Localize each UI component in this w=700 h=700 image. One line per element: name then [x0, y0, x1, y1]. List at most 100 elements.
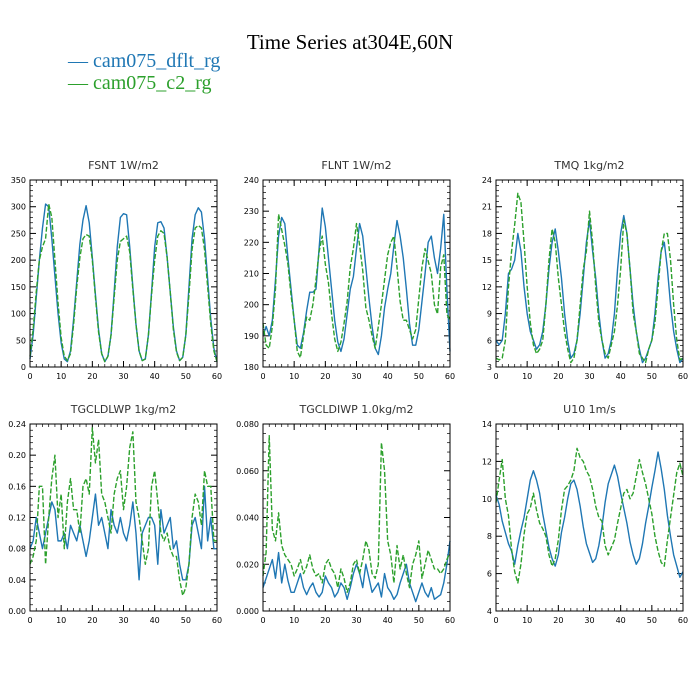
y-tick-label: 0.00: [8, 607, 26, 616]
x-tick-label: 50: [647, 372, 657, 381]
plot-frame: [29, 423, 218, 612]
plot-frame: [262, 179, 451, 368]
y-tick-label: 9: [487, 310, 492, 319]
y-tick-label: 50: [16, 336, 26, 345]
plot-frame: [495, 423, 684, 612]
plot-frame: [495, 179, 684, 368]
y-tick-label: 250: [11, 229, 26, 238]
y-tick-label: 0.08: [8, 545, 26, 554]
x-tick-label: 20: [553, 372, 563, 381]
series-line-2: [29, 427, 217, 597]
y-tick-label: 230: [244, 207, 259, 216]
x-tick-label: 0: [27, 616, 32, 625]
x-tick-label: 60: [445, 616, 455, 625]
y-tick-label: 8: [487, 532, 492, 541]
x-tick-label: 30: [351, 372, 361, 381]
x-tick-label: 50: [647, 616, 657, 625]
panel-title: U10 1m/s: [563, 403, 616, 416]
panel-4: TGCLDLWP 1kg/m2 0 10 20 30 40 50 60 0.00 0.04 0.08…: [8, 403, 222, 625]
x-tick-label: 50: [181, 616, 191, 625]
y-tick-label: 210: [244, 270, 259, 279]
y-tick-label: 14: [482, 420, 492, 429]
x-tick-label: 30: [584, 372, 594, 381]
series-line-1: [262, 540, 451, 603]
y-tick-label: 3: [487, 363, 492, 372]
x-tick-label: 60: [445, 372, 455, 381]
x-tick-label: 50: [181, 372, 191, 381]
y-tick-label: 0.060: [236, 467, 259, 476]
panel-1: FSNT 1W/m2 0 10 20 30 40 50 60 0 50 100 150 200 250 30…: [11, 159, 222, 381]
y-tick-label: 18: [482, 229, 492, 238]
y-tick-label: 300: [11, 203, 26, 212]
y-tick-label: 240: [244, 176, 259, 185]
series-line-1: [495, 451, 684, 579]
y-tick-label: 21: [482, 203, 492, 212]
x-tick-label: 0: [260, 616, 265, 625]
x-tick-label: 20: [87, 616, 97, 625]
series-line-1: [29, 485, 217, 581]
y-tick-label: 100: [11, 310, 26, 319]
x-tick-label: 40: [616, 616, 626, 625]
x-tick-label: 40: [150, 372, 160, 381]
y-tick-label: 0.040: [236, 514, 259, 523]
y-tick-label: 0: [21, 363, 26, 372]
series-line-2: [262, 213, 451, 359]
panel-3: TMQ 1kg/m2 0 10 20 30 40 50 60 3 6 9 12 15 18 21 24: [482, 159, 688, 381]
x-tick-label: 40: [150, 616, 160, 625]
y-tick-label: 350: [11, 176, 26, 185]
x-tick-label: 20: [553, 616, 563, 625]
panel-title: FSNT 1W/m2: [88, 159, 159, 172]
x-tick-label: 30: [584, 616, 594, 625]
y-tick-label: 0.04: [8, 576, 26, 585]
x-tick-label: 40: [383, 372, 393, 381]
x-tick-label: 10: [522, 372, 532, 381]
y-tick-label: 6: [487, 336, 492, 345]
x-tick-label: 10: [289, 372, 299, 381]
x-tick-label: 0: [260, 372, 265, 381]
y-tick-label: 24: [482, 176, 492, 185]
x-tick-label: 30: [351, 616, 361, 625]
panel-2: FLNT 1W/m2 0 10 20 30 40 50 60 180 190 200 210 220 23…: [244, 159, 455, 381]
series-line-1: [29, 203, 218, 363]
y-tick-label: 0.16: [8, 482, 26, 491]
y-tick-label: 180: [244, 363, 259, 372]
x-tick-label: 50: [414, 372, 424, 381]
x-tick-label: 0: [493, 616, 498, 625]
y-tick-label: 200: [11, 256, 26, 265]
y-tick-label: 0.24: [8, 420, 26, 429]
series-line-2: [495, 192, 684, 364]
x-tick-label: 40: [616, 372, 626, 381]
x-tick-label: 20: [320, 372, 330, 381]
legend-entry-series1: — cam075_dflt_rg: [68, 50, 221, 72]
x-tick-label: 40: [383, 616, 393, 625]
y-tick-label: 190: [244, 332, 259, 341]
x-tick-label: 0: [493, 372, 498, 381]
y-tick-label: 10: [482, 495, 492, 504]
y-tick-label: 12: [482, 283, 492, 292]
x-tick-label: 20: [320, 616, 330, 625]
y-tick-label: 0.020: [236, 560, 259, 569]
panel-title: FLNT 1W/m2: [321, 159, 391, 172]
x-tick-label: 60: [678, 372, 688, 381]
series-line-2: [29, 203, 218, 363]
y-tick-label: 4: [487, 607, 492, 616]
panel-5: TGCLDIWP 1.0kg/m2 0 10 20 30 40 50 60 0.000 0.020…: [236, 403, 455, 625]
x-tick-label: 10: [522, 616, 532, 625]
x-tick-label: 10: [289, 616, 299, 625]
y-tick-label: 0.20: [8, 451, 26, 460]
series-line-2: [495, 447, 684, 584]
y-tick-label: 15: [482, 256, 492, 265]
legend-entry-series2: — cam075_c2_rg: [68, 72, 212, 94]
x-tick-label: 20: [87, 372, 97, 381]
y-tick-label: 0.000: [236, 607, 259, 616]
panel-title: TMQ 1kg/m2: [553, 159, 624, 172]
chart-title: Time Series at304E,60N: [246, 30, 454, 54]
panel-title: TGCLDIWP 1.0kg/m2: [298, 403, 413, 416]
x-tick-label: 60: [678, 616, 688, 625]
x-tick-label: 10: [56, 372, 66, 381]
y-tick-label: 0.12: [8, 514, 26, 523]
y-tick-label: 0.080: [236, 420, 259, 429]
plot-frame: [29, 179, 218, 368]
y-tick-label: 6: [487, 570, 492, 579]
